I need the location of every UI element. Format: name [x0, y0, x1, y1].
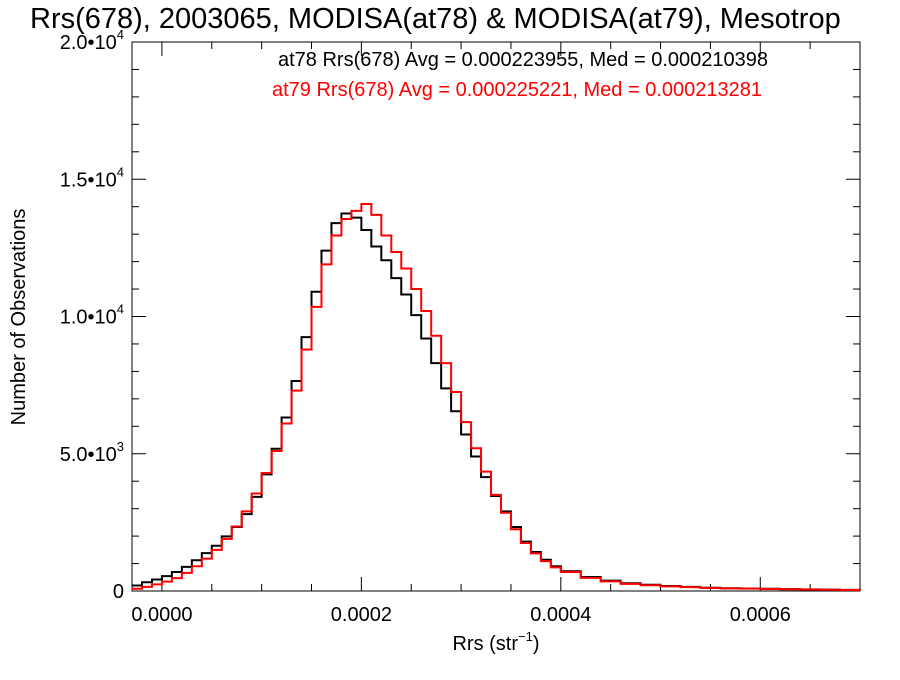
annotation-at78: at78 Rrs(678) Avg = 0.000223955, Med = 0… [278, 49, 768, 71]
y-axis-label: Number of Observations [8, 209, 30, 426]
annotation-at79: at79 Rrs(678) Avg = 0.000225221, Med = 0… [272, 79, 762, 101]
x-axis-minor-ticks [211, 42, 861, 591]
y-axis-minor-ticks [132, 68, 860, 565]
chart-title: Rrs(678), 2003065, MODISA(at78) & MODISA… [30, 3, 841, 35]
y-tick-exponent: 3 [117, 439, 124, 454]
x-tick-label: 0.0000 [131, 604, 192, 626]
y-tick-label: 2.0•104 [60, 27, 124, 54]
series-line-at78 [132, 212, 861, 591]
y-tick-mantissa: 0 [113, 581, 124, 603]
y-tick-label: 5.0•103 [60, 439, 124, 466]
x-axis-label-suffix: ) [533, 633, 540, 655]
x-axis-ticks: 0.0000 0.0002 0.0004 0.0006 [131, 42, 791, 626]
series-line-at79 [132, 202, 861, 592]
y-tick-exponent: 4 [117, 164, 124, 179]
x-axis-label-main: Rrs (str [452, 633, 518, 655]
x-axis-label-sup: −1 [518, 629, 533, 644]
series-group [132, 202, 861, 592]
y-tick-label: 1.5•104 [60, 164, 124, 191]
x-tick-label: 0.0004 [530, 604, 591, 626]
y-tick-label: 1.0•104 [60, 302, 124, 329]
x-tick-label: 0.0006 [730, 604, 791, 626]
y-tick-mantissa: 2.0•10 [60, 32, 117, 54]
x-tick-label: 0.0002 [331, 604, 392, 626]
x-axis-label: Rrs (str−1) [452, 629, 539, 655]
y-tick-exponent: 4 [117, 27, 124, 42]
y-tick-mantissa: 1.5•10 [60, 169, 117, 191]
y-tick-exponent: 4 [117, 302, 124, 317]
y-tick-mantissa: 5.0•10 [60, 444, 117, 466]
y-tick-label: 0 [113, 581, 124, 603]
plot-frame [131, 41, 861, 592]
y-tick-mantissa: 1.0•10 [60, 307, 117, 329]
